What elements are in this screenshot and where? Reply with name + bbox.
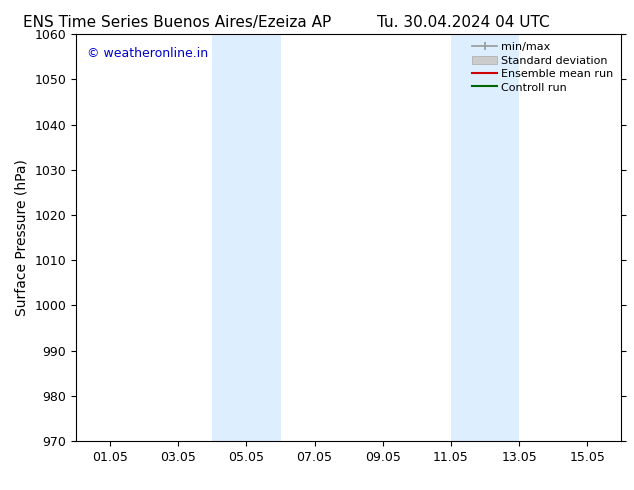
Bar <box>451 34 519 441</box>
Title: ENS Time Series Buenos Aires/Ezeiza AP      Tu. 30.04.2024 04 UTC: ENS Time Series Buenos Aires/Ezeiza AP T… <box>0 489 1 490</box>
Y-axis label: Surface Pressure (hPa): Surface Pressure (hPa) <box>15 159 29 316</box>
Text: Tu. 30.04.2024 04 UTC: Tu. 30.04.2024 04 UTC <box>377 15 549 30</box>
Text: ENS Time Series Buenos Aires/Ezeiza AP: ENS Time Series Buenos Aires/Ezeiza AP <box>23 15 332 30</box>
Legend: min/max, Standard deviation, Ensemble mean run, Controll run: min/max, Standard deviation, Ensemble me… <box>468 38 618 97</box>
Text: © weatheronline.in: © weatheronline.in <box>87 47 208 59</box>
Bar <box>212 34 280 441</box>
